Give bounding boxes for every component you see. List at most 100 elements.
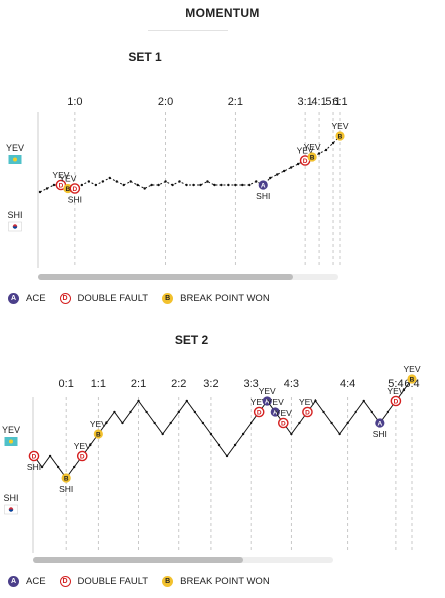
break-point-won-marker: B YEV [90,419,107,439]
momentum-point [290,432,293,436]
event-player-label: YEV [59,174,76,184]
momentum-point [241,432,245,436]
set-1-title: SET 1 [128,50,162,64]
momentum-point [129,180,132,183]
legend-break-point-won-label: BREAK POINT WON [180,575,270,587]
momentum-point [87,180,91,183]
event-letter: B [410,377,415,384]
momentum-point [331,141,335,145]
event-letter: D [281,421,286,428]
set-1-section: SET 1 1:0 2:0 2:1 3:1 4:1 5:1 6:1 YEV SHI D YEV B YE… [0,40,445,310]
momentum-point [269,176,272,180]
event-player-label: SHI [68,195,82,205]
momentum-point [143,187,146,190]
break-point-won-icon [307,152,317,162]
event-letter: B [310,155,315,162]
momentum-point [164,180,167,183]
legend-double-fault: D DOUBLE FAULT [59,575,148,587]
event-player-label: YEV [297,146,314,156]
game-score-label: 3:2 [203,378,218,390]
momentum-point [233,443,237,447]
event-letter: B [338,134,343,141]
momentum-point [108,176,111,180]
momentum-point [227,183,230,187]
double-fault-icon: D [59,575,71,587]
event-player-label: YEV [275,408,292,418]
event-player-label: YEV [90,419,107,429]
momentum-point [145,410,148,414]
momentum-point [122,183,125,187]
game-score-label: 1:1 [91,378,106,390]
event-letter: D [59,183,64,190]
momentum-point [153,421,156,425]
break-point-won-marker: B YEV [331,121,349,141]
momentum-point [362,399,365,403]
momentum-point [338,432,341,436]
break-point-won-icon [93,429,103,439]
momentum-point [121,421,124,425]
event-letter: A [261,183,266,190]
event-letter: D [32,454,37,461]
kazakhstan-flag-sun [9,439,13,444]
ace-icon: A [8,575,19,587]
kazakhstan-flag-icon [8,155,22,164]
game-score-label: 2:1 [131,378,146,390]
event-letter: D [73,186,78,193]
event-player-label: YEV [267,397,284,407]
event-player-label: SHI [256,191,270,201]
legend-break-point-won: B BREAK POINT WON [162,292,270,304]
momentum-point [136,183,139,187]
game-score-label: 3:3 [244,378,259,390]
momentum-point [298,421,301,425]
game-score-label: 2:2 [171,378,186,390]
event-player-label: YEV [331,121,348,131]
double-fault-marker: D YEV [251,397,268,418]
title-divider [148,30,228,31]
momentum-point [73,465,76,469]
momentum-point [115,180,118,183]
momentum-point [289,166,293,169]
momentum-point [217,443,221,447]
set-2-legend: A ACE D DOUBLE FAULT B BREAK POINT WON [8,574,284,588]
event-letter: A [273,410,278,417]
event-letter: B [96,432,101,439]
kazakhstan-flag-sun [13,157,17,162]
ace-icon [262,396,272,406]
momentum-point [113,410,116,414]
momentum-point [282,169,286,173]
legend-ace: A ACE [8,292,46,304]
game-score-label: 2:1 [228,96,243,108]
momentum-point [314,399,317,403]
break-point-won-marker: B YEV [403,364,421,384]
momentum-point [402,388,406,392]
double-fault-marker: D YEV [74,441,91,462]
event-player-label: SHI [373,429,387,439]
momentum-point [101,180,104,183]
game-score-label: 2:0 [158,96,173,108]
event-player-label: SHI [27,462,41,472]
momentum-point [137,399,140,403]
game-score-label: 4:4 [340,378,355,390]
momentum-point [171,183,174,187]
double-fault-marker: D YEV [299,397,316,418]
event-player-label: YEV [403,364,420,374]
momentum-point [248,183,251,187]
break-point-won-icon [335,131,345,141]
momentum-point [324,148,328,152]
momentum-point [296,162,300,166]
event-letter: D [394,399,399,406]
momentum-point [206,180,209,183]
momentum-point [48,454,52,458]
ace-icon [258,180,268,190]
event-letter: D [80,454,85,461]
event-letter: A [377,421,382,428]
momentum-point [185,183,188,187]
momentum-point [157,183,160,187]
ace-icon [270,407,280,417]
event-letter: B [64,476,69,483]
bottom-player-label: SHI [7,210,22,220]
game-score-label: 6:1 [332,96,347,108]
event-player-label: YEV [52,170,69,180]
